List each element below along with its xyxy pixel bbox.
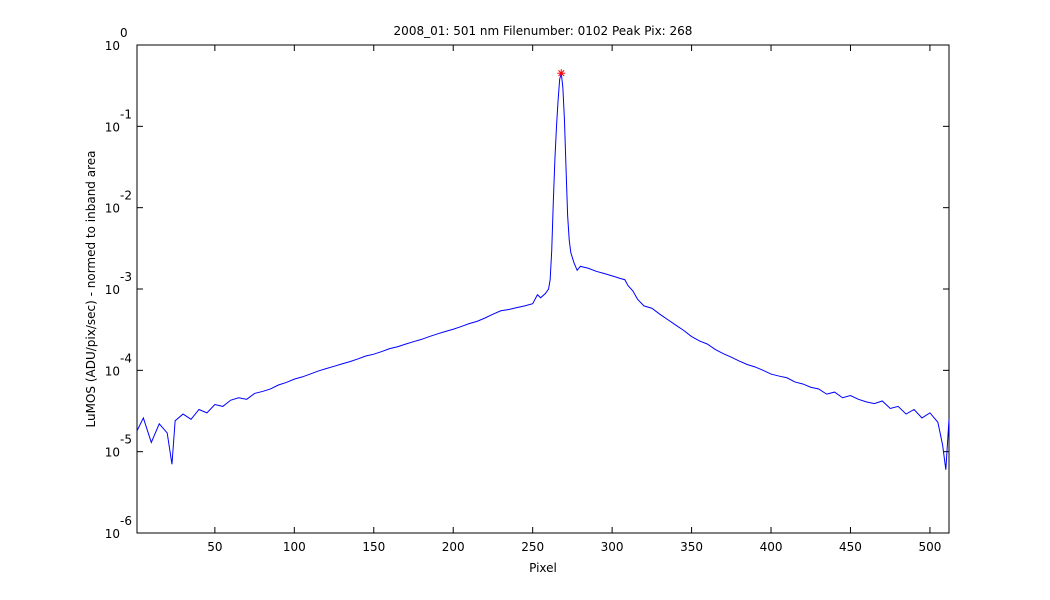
peak-marker-stroke: [558, 70, 565, 77]
x-tick-label: 250: [521, 540, 544, 554]
y-tick-label: 10: [105, 39, 120, 53]
peak-marker: [557, 69, 566, 78]
chart-title: 2008_01: 501 nm Filenumber: 0102 Peak Pi…: [394, 24, 693, 38]
x-tick-label: 50: [207, 540, 222, 554]
y-tick-exponent: -4: [120, 351, 132, 365]
x-tick-label: 450: [839, 540, 862, 554]
x-axis-label: Pixel: [529, 561, 557, 575]
y-tick-label: 10: [105, 446, 120, 460]
y-tick-exponent: -2: [120, 189, 132, 203]
y-tick-label: 10: [105, 283, 120, 297]
y-tick-exponent: -3: [120, 270, 132, 284]
y-tick-label: 10: [105, 364, 120, 378]
y-tick-exponent: -1: [120, 107, 132, 121]
x-tick-label: 150: [362, 540, 385, 554]
y-tick-label: 10: [105, 120, 120, 134]
y-tick-exponent: -6: [120, 514, 132, 528]
y-tick-label: 10: [105, 202, 120, 216]
data-line: [136, 73, 950, 470]
y-tick-exponent: 0: [120, 26, 128, 40]
x-tick-label: 100: [283, 540, 306, 554]
y-tick-label: 10: [105, 527, 120, 541]
y-axis-label: LuMOS (ADU/pix/sec) - normed to inband a…: [84, 151, 98, 428]
y-tick-exponent: -5: [120, 433, 132, 447]
x-tick-label: 500: [918, 540, 941, 554]
x-tick-label: 200: [442, 540, 465, 554]
x-tick-label: 300: [601, 540, 624, 554]
x-tick-label: 350: [680, 540, 703, 554]
x-tick-label: 400: [760, 540, 783, 554]
plot-frame: [136, 44, 950, 534]
